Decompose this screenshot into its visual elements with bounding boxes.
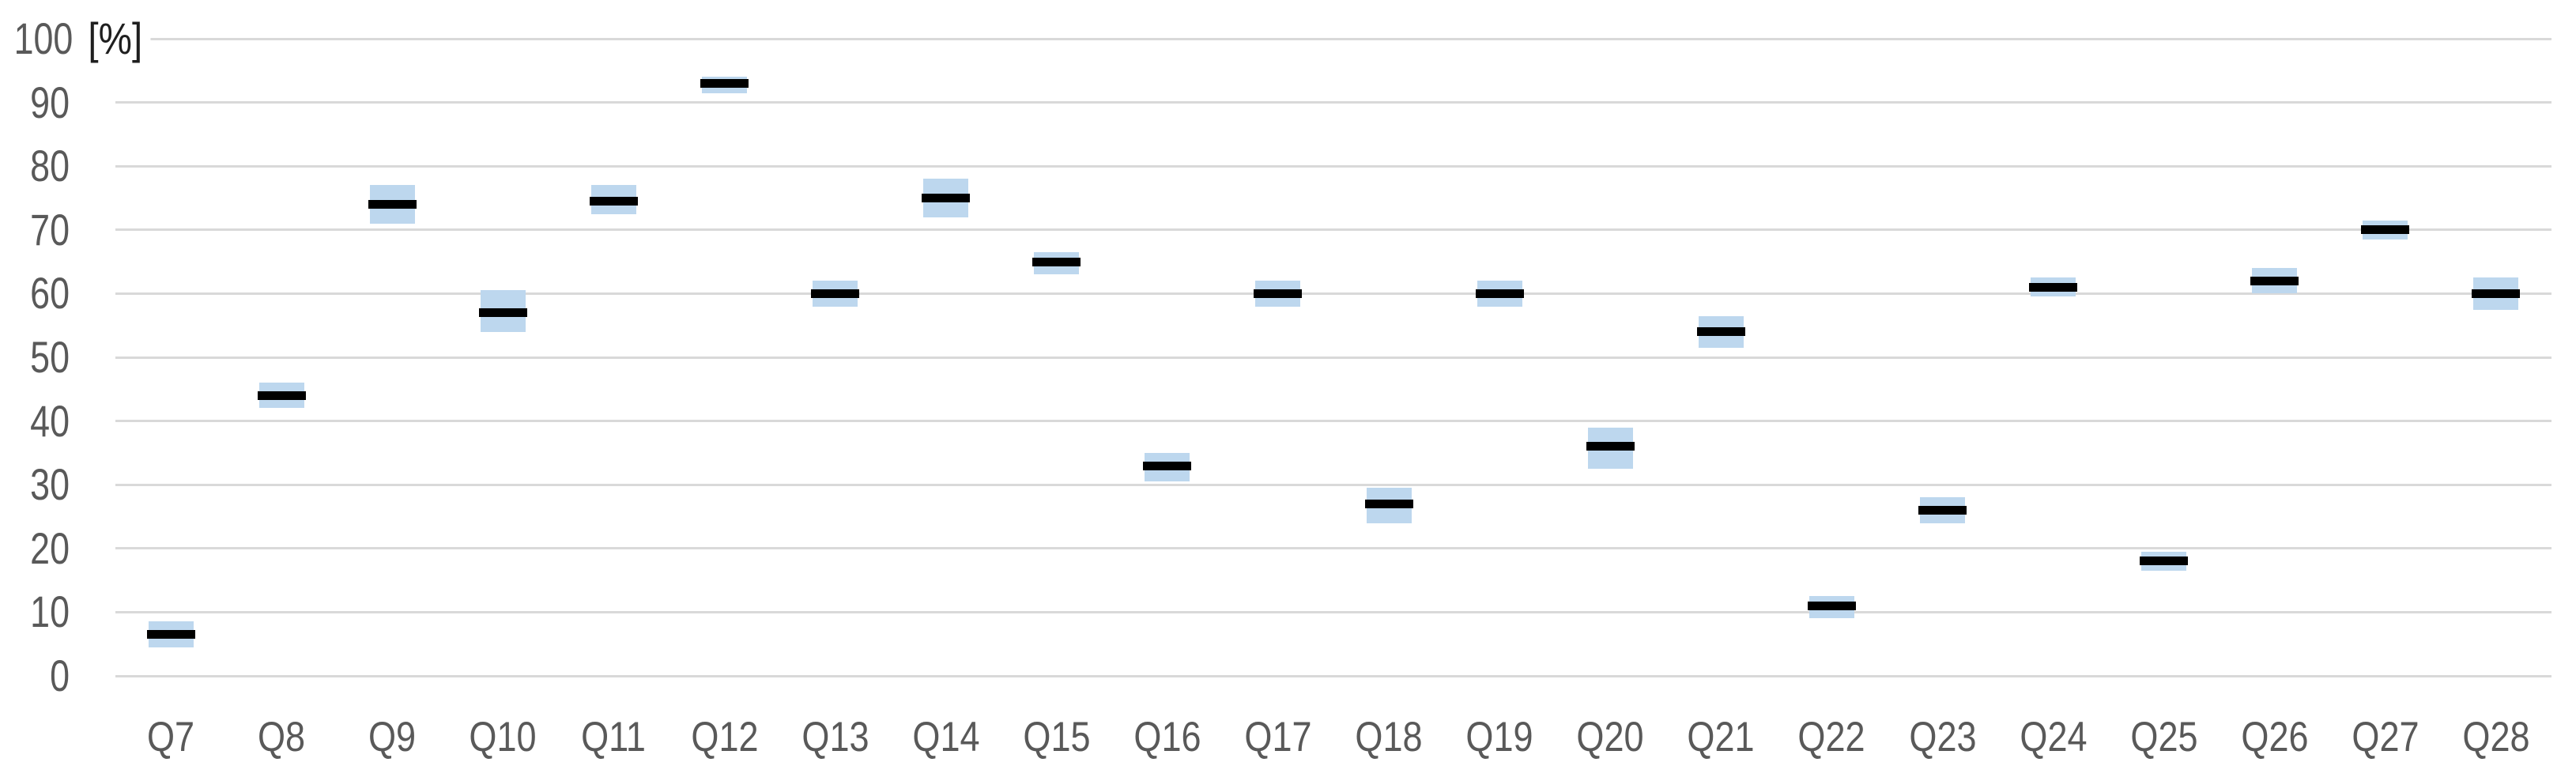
x-category-label-Q17: Q17 [1244, 714, 1312, 760]
gridline-90 [115, 101, 2551, 104]
x-category-label-Q18: Q18 [1355, 714, 1423, 760]
y-tick-label-10: 10 [30, 587, 70, 637]
value-marker-Q19 [1475, 289, 1524, 298]
y-tick-label-70: 70 [30, 204, 70, 255]
y-tick-label-60: 60 [30, 268, 70, 319]
value-marker-Q15 [1032, 257, 1081, 266]
x-category-label-Q19: Q19 [1465, 714, 1533, 760]
gridline-20 [115, 547, 2551, 550]
x-category-label-Q8: Q8 [258, 714, 306, 760]
value-marker-Q9 [368, 200, 417, 209]
value-marker-Q14 [922, 194, 971, 202]
value-marker-Q26 [2250, 276, 2299, 285]
value-marker-Q18 [1364, 499, 1413, 508]
value-marker-Q27 [2361, 225, 2410, 235]
x-category-label-Q16: Q16 [1133, 714, 1201, 760]
x-category-label-Q24: Q24 [2019, 714, 2088, 760]
value-marker-Q8 [257, 390, 306, 400]
value-marker-Q22 [1807, 601, 1856, 610]
value-marker-Q24 [2029, 282, 2078, 292]
gridline-70 [115, 228, 2551, 232]
x-category-label-Q11: Q11 [581, 714, 647, 760]
x-category-label-Q9: Q9 [368, 714, 417, 760]
x-category-label-Q28: Q28 [2462, 714, 2530, 760]
value-marker-Q21 [1696, 327, 1745, 337]
x-category-label-Q15: Q15 [1023, 714, 1091, 760]
x-category-label-Q27: Q27 [2352, 714, 2419, 760]
value-marker-Q25 [2140, 557, 2189, 566]
value-marker-Q7 [146, 630, 195, 640]
gridline-100 [115, 37, 2551, 40]
x-category-label-Q22: Q22 [1797, 714, 1865, 760]
y-tick-label-100: 100 [13, 13, 74, 63]
x-category-label-Q26: Q26 [2241, 714, 2309, 760]
value-marker-Q10 [478, 308, 527, 318]
x-category-label-Q10: Q10 [469, 714, 537, 760]
y-tick-label-30: 30 [30, 459, 70, 510]
x-category-label-Q14: Q14 [912, 714, 980, 760]
x-category-label-Q12: Q12 [690, 714, 759, 760]
x-category-label-Q25: Q25 [2130, 714, 2198, 760]
gridline-50 [115, 356, 2551, 359]
gridline-10 [115, 610, 2551, 613]
value-marker-Q11 [589, 197, 638, 206]
gridline-30 [115, 483, 2551, 486]
y-tick-label-80: 80 [30, 141, 70, 191]
gridline-0 [115, 674, 2551, 677]
gridline-80 [115, 164, 2551, 168]
x-category-label-Q23: Q23 [1908, 714, 1977, 760]
gridline-60 [115, 292, 2551, 295]
value-marker-Q20 [1586, 442, 1635, 451]
value-marker-Q23 [1918, 505, 1967, 515]
value-marker-Q17 [1254, 289, 1303, 298]
x-category-label-Q21: Q21 [1687, 714, 1755, 760]
y-tick-label-0: 0 [50, 651, 70, 700]
value-marker-Q16 [1143, 461, 1192, 470]
value-marker-Q13 [811, 289, 860, 298]
gridline-40 [115, 420, 2551, 423]
value-marker-Q28 [2472, 289, 2521, 298]
x-category-label-Q20: Q20 [1576, 714, 1644, 760]
y-tick-label-50: 50 [30, 332, 70, 382]
y-tick-label-40: 40 [30, 395, 70, 446]
y-tick-label-20: 20 [30, 523, 70, 573]
y-axis-unit-label: [%] [85, 12, 151, 66]
y-tick-label-90: 90 [30, 77, 70, 127]
value-marker-Q12 [700, 78, 749, 88]
x-category-label-Q7: Q7 [146, 714, 195, 760]
x-category-label-Q13: Q13 [801, 714, 869, 760]
